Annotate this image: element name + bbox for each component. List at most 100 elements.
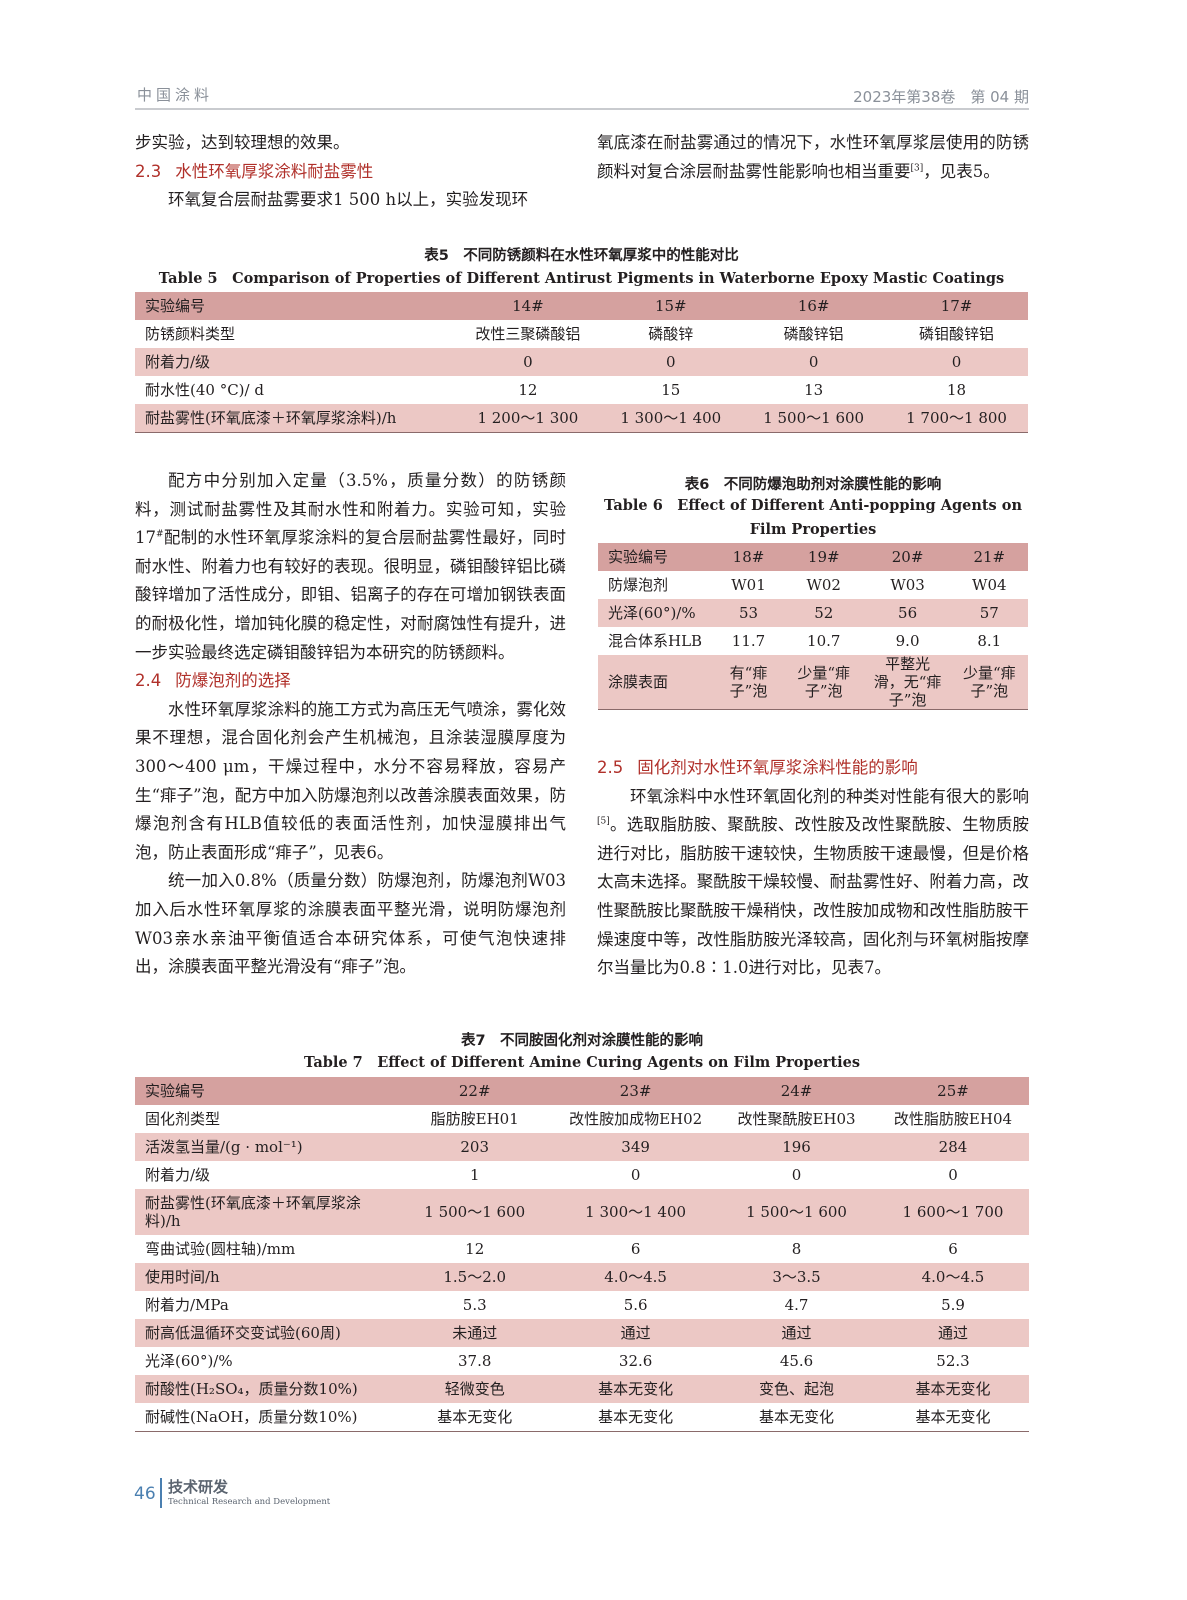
table-row: 防爆泡剂 W01 W02 W03 W04 [598, 571, 1028, 599]
row-label: 弯曲试验(圆柱轴)/mm [135, 1235, 395, 1263]
table-header-row: 实验编号 18# 19# 20# 21# [598, 543, 1028, 571]
table-cell: 5.3 [394, 1291, 556, 1319]
section-heading-2-5: 2.5 固化剂对水性环氧厚浆涂料性能的影响 [597, 754, 1029, 783]
table-cell: 平整光滑，无“痱子”泡 [864, 655, 951, 710]
row-label: 耐高低温循环交变试验(60周) [135, 1319, 395, 1347]
table-cell: 磷钼酸锌铝 [885, 320, 1028, 348]
sample-number: 17# [885, 292, 1028, 320]
text: 。选取脂肪胺、聚酰胺、改性胺及改性聚酰胺、生物质胺进行对比，脂肪胺干速较快，生物… [597, 815, 1029, 978]
section-heading-2-3: 2.3 水性环氧厚浆涂料耐盐雾性 [135, 158, 566, 187]
sample-number: 19# [782, 543, 865, 571]
row-label: 耐水性(40 °C)/ d [135, 376, 457, 404]
table-cell: 少量“痱子”泡 [950, 655, 1028, 710]
table-row: 耐盐雾性(环氧底漆＋环氧厚浆涂料)/h 1 500～1 600 1 300～1 40… [135, 1189, 1029, 1235]
table-cell: W01 [714, 571, 783, 599]
row-label: 光泽(60°)/% [135, 1347, 395, 1375]
table-cell: 13 [742, 376, 886, 404]
table-cell: 52 [782, 599, 865, 627]
sample-number: 25# [876, 1077, 1029, 1105]
table6: 实验编号 18# 19# 20# 21# 防爆泡剂 W01 W02 W03 W04 光泽(60°)/… [598, 543, 1028, 710]
paragraph: 配方中分别加入定量（3.5%，质量分数）的防锈颜料，测试耐盐雾性及其耐水性和附着… [135, 467, 566, 667]
paragraph: 氧底漆在耐盐雾通过的情况下，水性环氧厚浆层使用的防锈颜料对复合涂层耐盐雾性能影响… [597, 129, 1029, 186]
section-number: 2.4 [135, 671, 162, 691]
table-cell: 1 500～1 600 [716, 1189, 877, 1235]
table5-caption-en: Table 5 Comparison of Properties of Diff… [158, 270, 1005, 287]
table-cell: 磷酸锌铝 [742, 320, 886, 348]
table-cell: 通过 [555, 1319, 717, 1347]
citation[interactable]: [3] [910, 163, 924, 174]
table-row: 附着力/级 0 0 0 0 [135, 348, 1028, 376]
table-cell: 32.6 [555, 1347, 717, 1375]
section-title: 防爆泡剂的选择 [175, 671, 291, 691]
table-cell: 基本无变化 [716, 1403, 877, 1432]
table-cell: 基本无变化 [555, 1375, 717, 1403]
row-label: 防爆泡剂 [598, 571, 715, 599]
table-cell: 57 [950, 599, 1028, 627]
table-row: 光泽(60°)/% 53 52 56 57 [598, 599, 1028, 627]
section-heading-2-4: 2.4 防爆泡剂的选择 [135, 667, 566, 696]
paragraph: 环氧复合层耐盐雾要求1 500 h以上，实验发现环 [168, 190, 529, 210]
table-cell: 4.0～4.5 [555, 1263, 717, 1291]
table6-caption-en: Table 6 Effect of Different Anti-popping… [603, 497, 1022, 538]
issue-info: 2023年第38卷 第 04 期 [853, 88, 1029, 106]
header-divider [135, 108, 1029, 110]
table-cell: 1 500～1 600 [742, 404, 886, 433]
table-cell: 0 [599, 348, 743, 376]
table-cell: 基本无变化 [555, 1403, 717, 1432]
journal-name: 中国涂料 [137, 86, 214, 104]
table-cell: 0 [742, 348, 886, 376]
table-row: 防锈颜料类型 改性三聚磷酸铝 磷酸锌 磷酸锌铝 磷钼酸锌铝 [135, 320, 1028, 348]
table-cell: 1.5～2.0 [394, 1263, 556, 1291]
table-cell: 1 300～1 400 [599, 404, 743, 433]
table-row: 附着力/级 1 0 0 0 [135, 1161, 1029, 1189]
sample-number: 22# [394, 1077, 556, 1105]
table-cell: 轻微变色 [394, 1375, 556, 1403]
table-cell: 1 600～1 700 [876, 1189, 1029, 1235]
table-cell: 56 [864, 599, 951, 627]
table-cell: 12 [394, 1235, 556, 1263]
table-cell: 349 [555, 1133, 717, 1161]
table-row: 使用时间/h 1.5～2.0 4.0～4.5 3～3.5 4.0～4.5 [135, 1263, 1029, 1291]
row-label: 混合体系HLB [598, 627, 715, 655]
table-cell: W03 [864, 571, 951, 599]
sample-number: 20# [864, 543, 951, 571]
table-row: 耐酸性(H₂SO₄，质量分数10%) 轻微变色 基本无变化 变色、起泡 基本无变化 [135, 1375, 1029, 1403]
text: ，见表5。 [923, 161, 1000, 181]
row-label: 耐碱性(NaOH，质量分数10%) [135, 1403, 395, 1432]
table-cell: 改性聚酰胺EH03 [716, 1105, 877, 1133]
row-label: 耐盐雾性(环氧底漆＋环氧厚浆涂料)/h [135, 404, 457, 433]
table-cell: 0 [716, 1161, 877, 1189]
table-row: 涂膜表面 有“痱子”泡 少量“痱子”泡 平整光滑，无“痱子”泡 少量“痱子”泡 [598, 655, 1028, 710]
table-cell: 基本无变化 [876, 1375, 1029, 1403]
table-row: 固化剂类型 脂肪胺EH01 改性胺加成物EH02 改性聚酰胺EH03 改性脂肪胺EH04 [135, 1105, 1029, 1133]
table-cell: 11.7 [714, 627, 783, 655]
row-label: 附着力/级 [135, 1161, 395, 1189]
table-cell: 203 [394, 1133, 556, 1161]
section-number: 2.5 [597, 758, 624, 777]
table-cell: 0 [456, 348, 600, 376]
paragraph: 环氧涂料中水性环氧固化剂的种类对性能有很大的影响 [5]。选取脂肪胺、聚酰胺、改性… [597, 783, 1029, 983]
table-cell: 改性脂肪胺EH04 [876, 1105, 1029, 1133]
row-label: 防锈颜料类型 [135, 320, 457, 348]
table-cell: 1 300～1 400 [555, 1189, 717, 1235]
footer-section-en: Technical Research and Development [168, 1497, 331, 1507]
paragraph: 统一加入0.8%（质量分数）防爆泡剂，防爆泡剂W03加入后水性环氧厚浆的涂膜表面… [135, 871, 566, 977]
paragraph: 水性环氧厚浆涂料的施工方式为高压无气喷涂，雾化效果不理想，混合固化剂会产生机械泡… [135, 699, 566, 862]
table-cell: 少量“痱子”泡 [782, 655, 865, 710]
table-cell: 15 [599, 376, 743, 404]
row-label: 使用时间/h [135, 1263, 395, 1291]
table-row: 耐盐雾性(环氧底漆＋环氧厚浆涂料)/h 1 200～1 300 1 300～1 40… [135, 404, 1028, 433]
table-cell: 1 500～1 600 [394, 1189, 556, 1235]
row-label: 耐盐雾性(环氧底漆＋环氧厚浆涂料)/h [135, 1189, 395, 1235]
text: 配制的水性环氧厚浆涂料的复合层耐盐雾性最好，同时耐水性、附着力也有较好的表现。很… [135, 528, 566, 662]
row-label: 实验编号 [135, 1077, 395, 1105]
sample-number: 14# [456, 292, 600, 320]
table-cell: 变色、起泡 [716, 1375, 877, 1403]
table-cell: 5.9 [876, 1291, 1029, 1319]
table-cell: 通过 [876, 1319, 1029, 1347]
citation[interactable]: [5] [597, 816, 610, 827]
sample-number: 15# [599, 292, 743, 320]
table-cell: 18 [885, 376, 1028, 404]
sample-number: 16# [742, 292, 886, 320]
row-label: 耐酸性(H₂SO₄，质量分数10%) [135, 1375, 395, 1403]
